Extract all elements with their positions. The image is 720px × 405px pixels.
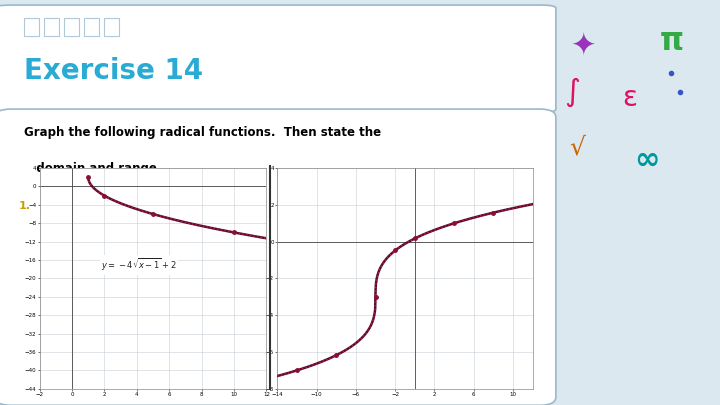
Text: ε: ε	[623, 83, 637, 111]
Bar	[64, 18, 79, 36]
FancyBboxPatch shape	[0, 109, 556, 405]
Text: ∫: ∫	[564, 77, 580, 107]
FancyBboxPatch shape	[0, 5, 556, 113]
Text: Exercise 14: Exercise 14	[24, 57, 203, 85]
Text: $y = 2\sqrt[3]{x+4}-3$: $y = 2\sqrt[3]{x+4}-3$	[294, 196, 391, 214]
Text: π: π	[660, 27, 683, 56]
Text: ✦: ✦	[571, 31, 596, 60]
Bar	[44, 18, 59, 36]
Bar	[24, 18, 39, 36]
Bar	[84, 18, 99, 36]
Text: √: √	[569, 136, 585, 160]
Bar	[104, 18, 120, 36]
Text: domain and range.: domain and range.	[24, 162, 161, 175]
Text: 2.: 2.	[276, 201, 287, 211]
Text: $y = -4\sqrt{x-1}+2$: $y = -4\sqrt{x-1}+2$	[101, 257, 177, 273]
Text: Graph the following radical functions.  Then state the: Graph the following radical functions. T…	[24, 126, 381, 139]
Text: 1.: 1.	[19, 201, 31, 211]
Text: ∞: ∞	[634, 146, 660, 175]
